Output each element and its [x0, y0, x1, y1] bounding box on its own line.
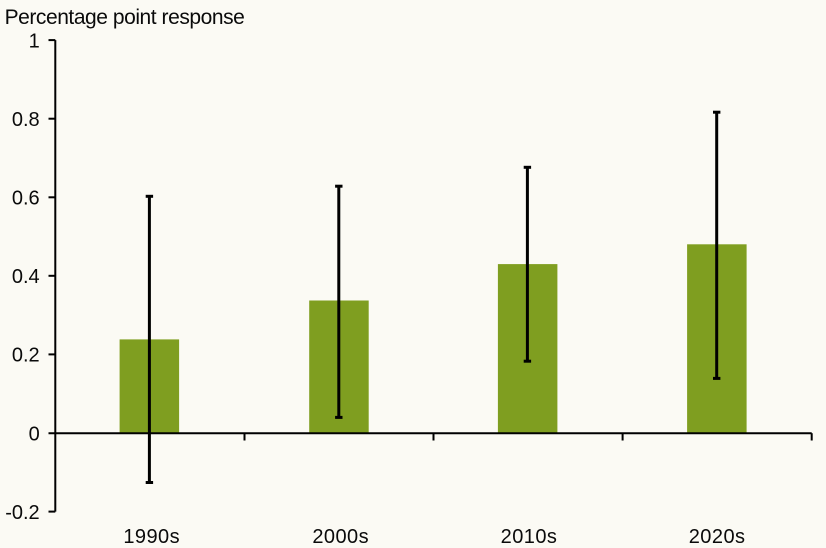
svg-text:2020s: 2020s: [689, 526, 746, 548]
svg-text:0.6: 0.6: [12, 188, 40, 210]
svg-text:0.2: 0.2: [12, 345, 40, 367]
svg-text:1: 1: [29, 30, 40, 52]
svg-text:1990s: 1990s: [123, 526, 180, 548]
svg-text:0: 0: [29, 423, 40, 445]
svg-text:2010s: 2010s: [501, 526, 558, 548]
svg-text:0.8: 0.8: [12, 109, 40, 131]
svg-text:0.4: 0.4: [12, 266, 40, 288]
svg-text:Percentage point response: Percentage point response: [5, 6, 245, 29]
svg-text:2000s: 2000s: [312, 526, 369, 548]
svg-text:-0.2: -0.2: [5, 502, 39, 524]
